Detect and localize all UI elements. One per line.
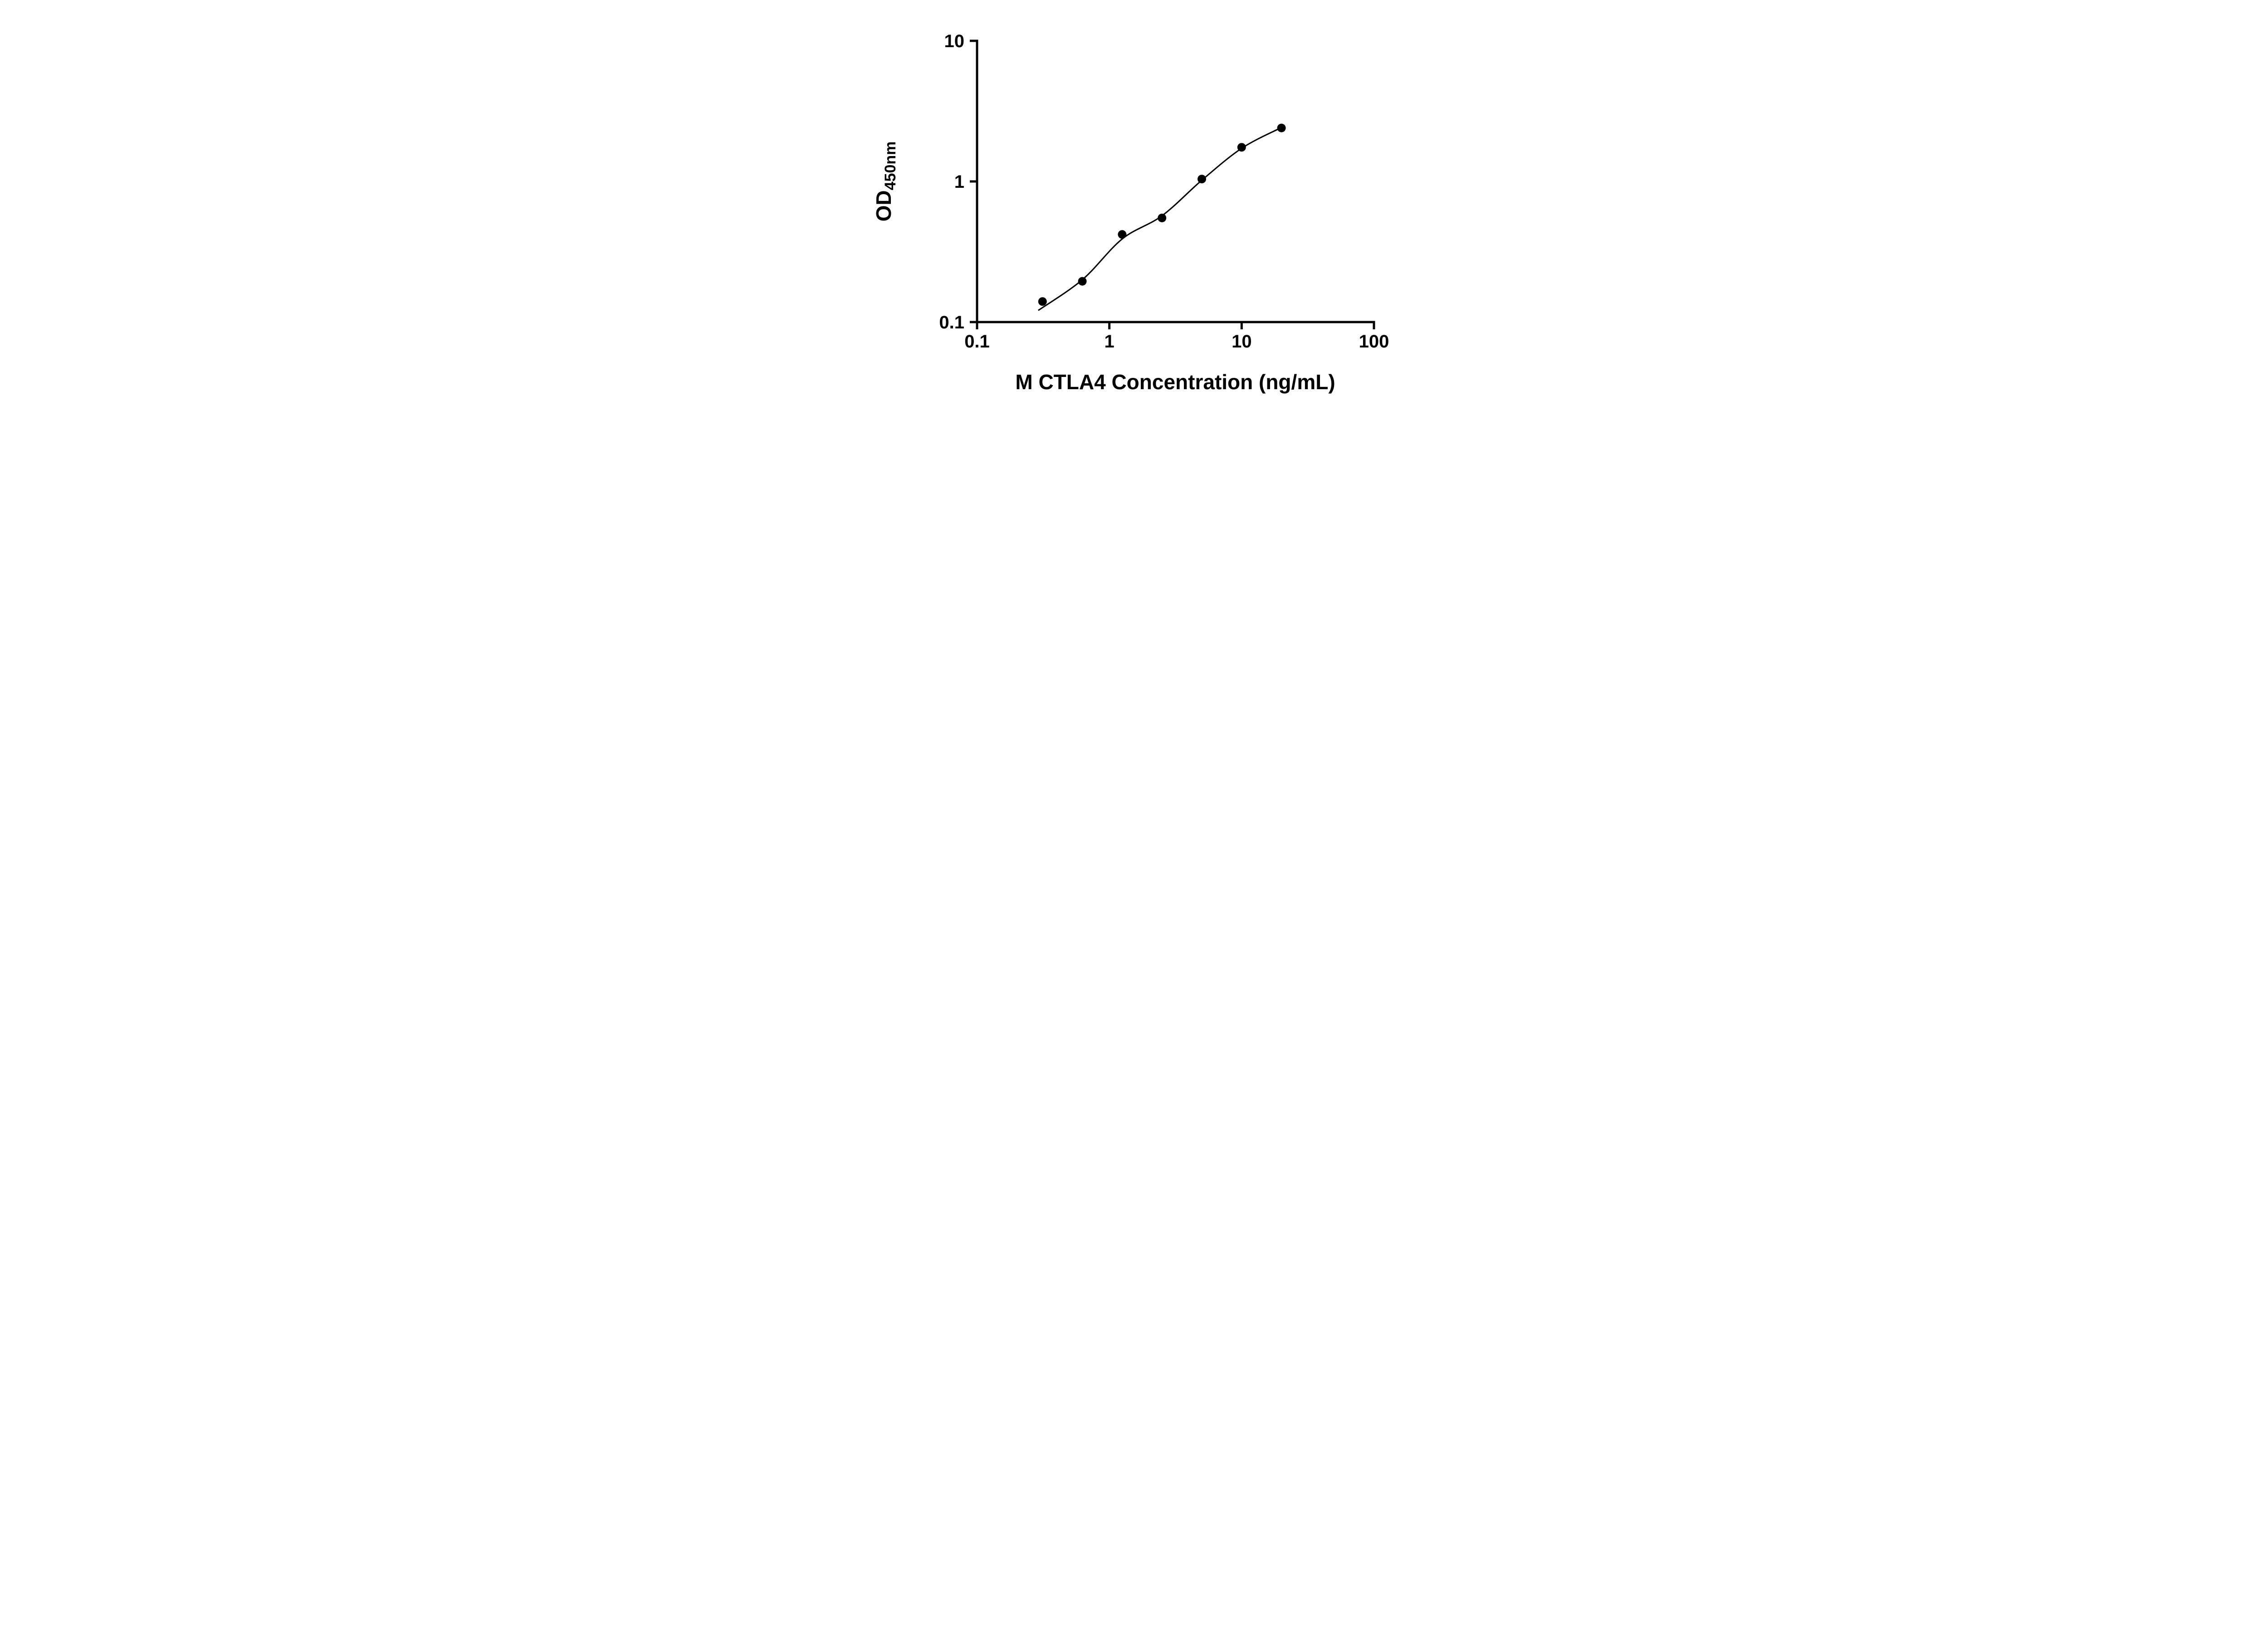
data-point <box>1198 175 1206 184</box>
tick-labels: 0.1 1 10 100 0.1 1 10 <box>939 31 1389 352</box>
data-point <box>1158 214 1167 222</box>
x-tick-label: 0.1 <box>964 332 990 352</box>
axes <box>970 39 1375 329</box>
data-point <box>1038 297 1047 306</box>
data-point <box>1118 230 1127 239</box>
x-axis-title: M CTLA4 Concentration (ng/mL) <box>1015 370 1335 394</box>
chart-canvas: 0.1 1 10 100 0.1 1 10 M CTLA4 Concentration (n… <box>872 31 1389 394</box>
data-point <box>1237 143 1246 152</box>
plot-series <box>1038 123 1286 311</box>
x-tick-label: 1 <box>1105 332 1114 352</box>
x-tick-label: 10 <box>1232 332 1252 352</box>
data-point <box>1277 123 1286 132</box>
y-axis-title-subscript: 450nm <box>882 142 899 191</box>
axis-spine <box>976 39 1375 323</box>
y-axis-title-main: OD <box>872 190 895 221</box>
elisa-standard-curve-figure: 0.1 1 10 100 0.1 1 10 M CTLA4 Concentration (n… <box>848 0 1420 408</box>
y-tick-label: 1 <box>954 172 964 192</box>
y-axis-title: OD450nm <box>872 142 899 222</box>
y-tick-label: 0.1 <box>939 313 964 332</box>
data-point <box>1078 277 1087 286</box>
x-tick-label: 100 <box>1359 332 1389 352</box>
y-tick-label: 10 <box>944 31 965 51</box>
